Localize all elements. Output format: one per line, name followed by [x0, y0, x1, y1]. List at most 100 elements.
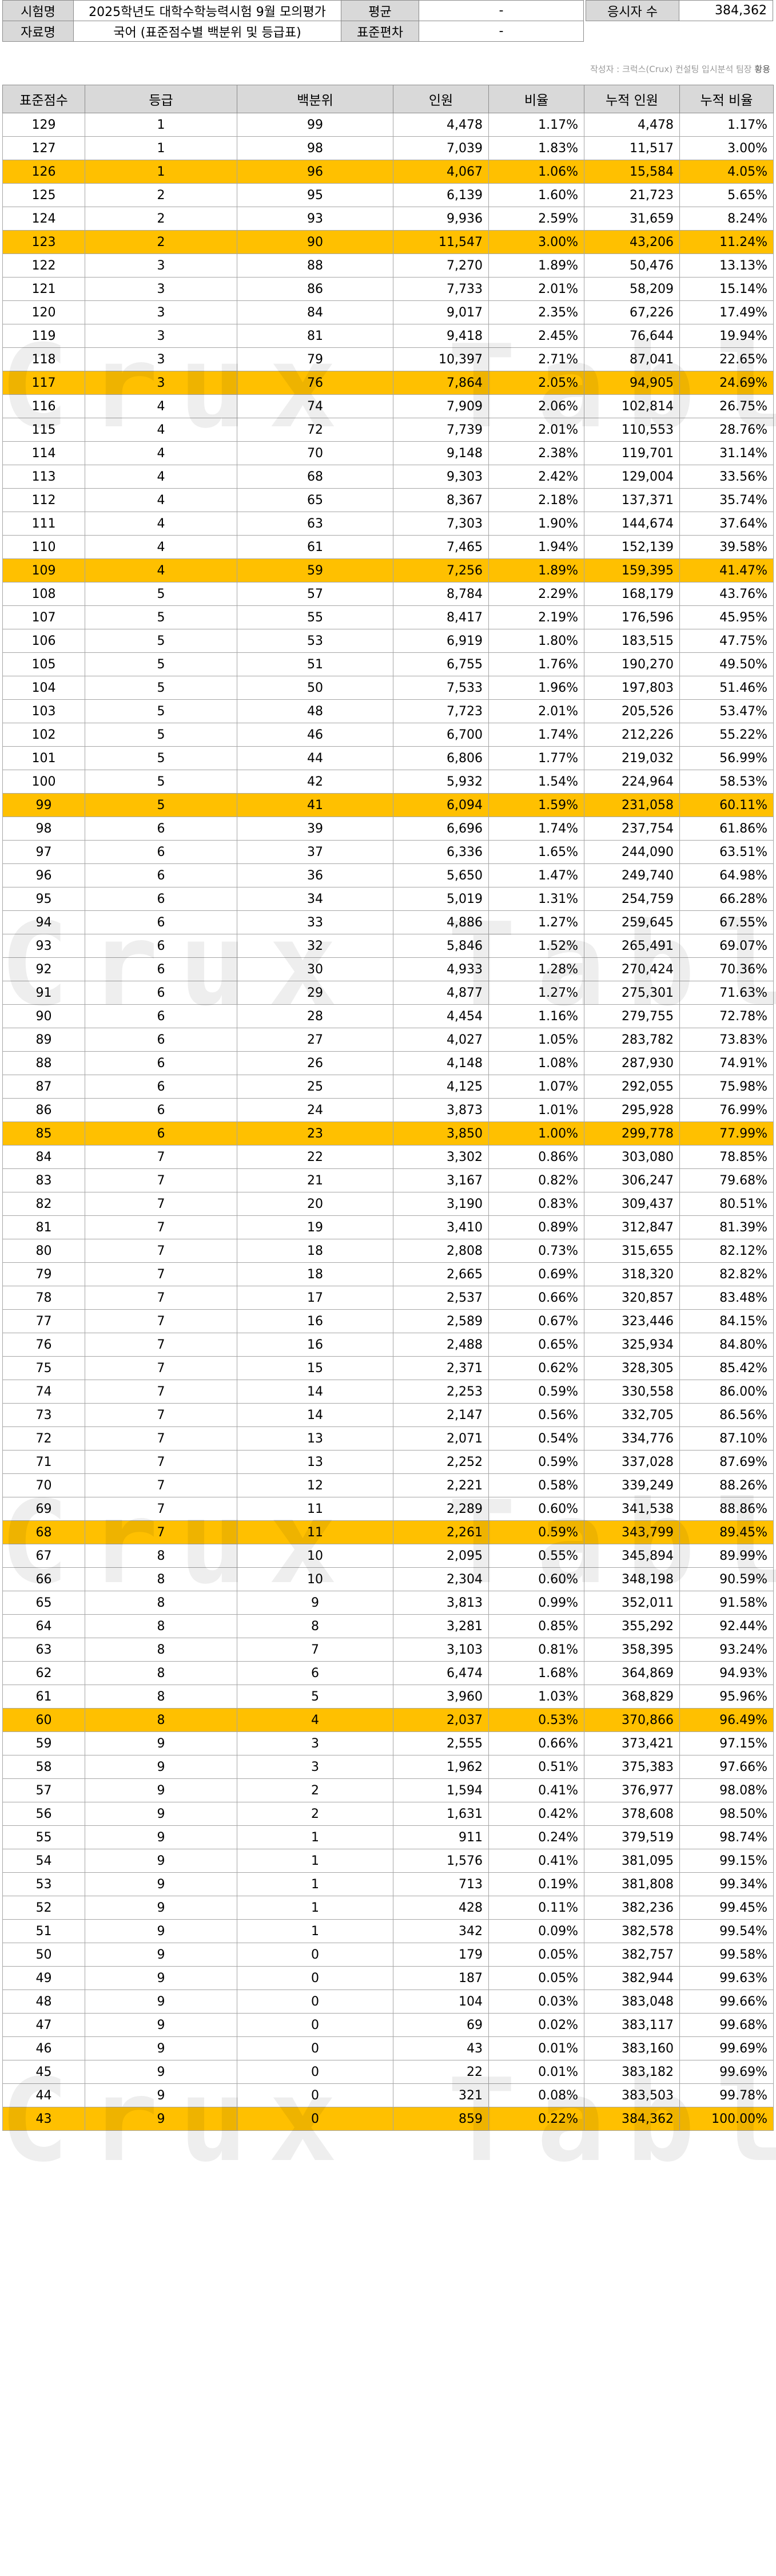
- cumulative-count-cell: 299,778: [584, 1121, 680, 1146]
- count-cell: 3,960: [393, 1685, 489, 1709]
- count-cell: 179: [393, 1943, 489, 1967]
- table-row: 44 9 0 321 0.08% 383,503 99.78%: [2, 2083, 774, 2107]
- ratio-cell: 1.59%: [488, 793, 584, 817]
- count-cell: 5,932: [393, 770, 489, 794]
- standard-score-cell: 125: [2, 183, 85, 207]
- column-header-ratio: 비율: [488, 85, 584, 113]
- standard-score-cell: 127: [2, 136, 85, 160]
- grade-cell: 9: [85, 1990, 237, 2014]
- ratio-cell: 1.54%: [488, 770, 584, 794]
- percentile-cell: 88: [237, 253, 393, 278]
- count-cell: 9,418: [393, 324, 489, 348]
- percentile-cell: 0: [237, 1990, 393, 2014]
- cumulative-count-cell: 383,182: [584, 2060, 680, 2084]
- table-row: 107 5 55 8,417 2.19% 176,596 45.95%: [2, 605, 774, 629]
- percentile-cell: 61: [237, 535, 393, 559]
- grade-cell: 7: [85, 1168, 237, 1192]
- table-row: 90 6 28 4,454 1.16% 279,755 72.78%: [2, 1004, 774, 1028]
- grade-cell: 1: [85, 136, 237, 160]
- cumulative-count-cell: 205,526: [584, 699, 680, 723]
- cumulative-count-cell: 312,847: [584, 1215, 680, 1239]
- standard-score-cell: 59: [2, 1731, 85, 1755]
- table-row: 72 7 13 2,071 0.54% 334,776 87.10%: [2, 1426, 774, 1451]
- grade-cell: 5: [85, 582, 237, 606]
- cumulative-count-cell: 137,371: [584, 488, 680, 512]
- standard-score-cell: 80: [2, 1239, 85, 1263]
- cumulative-count-cell: 383,117: [584, 2013, 680, 2037]
- score-distribution-table: 표준점수 등급 백분위 인원 비율 누적 인원 누적 비율 129 1 99 4,47…: [2, 85, 774, 2131]
- grade-cell: 5: [85, 629, 237, 653]
- cumulative-ratio-cell: 88.86%: [679, 1497, 774, 1521]
- grade-cell: 8: [85, 1661, 237, 1685]
- ratio-cell: 0.66%: [488, 1286, 584, 1310]
- standard-score-cell: 44: [2, 2083, 85, 2107]
- table-row: 101 5 44 6,806 1.77% 219,032 56.99%: [2, 746, 774, 770]
- percentile-cell: 48: [237, 699, 393, 723]
- percentile-cell: 44: [237, 746, 393, 770]
- standard-score-cell: 45: [2, 2060, 85, 2084]
- cumulative-ratio-cell: 78.85%: [679, 1145, 774, 1169]
- percentile-cell: 11: [237, 1497, 393, 1521]
- count-cell: 22: [393, 2060, 489, 2084]
- count-cell: 6,696: [393, 817, 489, 841]
- standard-score-cell: 65: [2, 1591, 85, 1615]
- standard-score-cell: 92: [2, 957, 85, 981]
- cumulative-count-cell: 309,437: [584, 1192, 680, 1216]
- ratio-cell: 1.83%: [488, 136, 584, 160]
- cumulative-ratio-cell: 63.51%: [679, 840, 774, 864]
- grade-cell: 7: [85, 1286, 237, 1310]
- grade-cell: 6: [85, 1098, 237, 1122]
- standard-score-cell: 94: [2, 910, 85, 934]
- grade-cell: 3: [85, 253, 237, 278]
- table-row: 124 2 93 9,936 2.59% 31,659 8.24%: [2, 207, 774, 231]
- table-row: 123 2 90 11,547 3.00% 43,206 11.24%: [2, 230, 774, 254]
- cumulative-count-cell: 320,857: [584, 1286, 680, 1310]
- count-cell: 7,270: [393, 253, 489, 278]
- standard-score-cell: 62: [2, 1661, 85, 1685]
- grade-cell: 1: [85, 160, 237, 184]
- cumulative-ratio-cell: 51.46%: [679, 676, 774, 700]
- cumulative-count-cell: 110,553: [584, 418, 680, 442]
- percentile-cell: 27: [237, 1028, 393, 1052]
- ratio-cell: 2.01%: [488, 277, 584, 301]
- ratio-cell: 1.05%: [488, 1028, 584, 1052]
- ratio-cell: 0.41%: [488, 1849, 584, 1873]
- ratio-cell: 2.19%: [488, 605, 584, 629]
- count-cell: 4,125: [393, 1075, 489, 1099]
- ratio-cell: 1.80%: [488, 629, 584, 653]
- test-taker-count-value: 384,362: [679, 0, 773, 21]
- count-cell: 7,739: [393, 418, 489, 442]
- table-row: 75 7 15 2,371 0.62% 328,305 85.42%: [2, 1356, 774, 1380]
- ratio-cell: 1.60%: [488, 183, 584, 207]
- grade-cell: 5: [85, 770, 237, 794]
- cumulative-count-cell: 94,905: [584, 371, 680, 395]
- cumulative-ratio-cell: 5.65%: [679, 183, 774, 207]
- percentile-cell: 13: [237, 1450, 393, 1474]
- percentile-cell: 50: [237, 676, 393, 700]
- percentile-cell: 18: [237, 1262, 393, 1286]
- table-row: 70 7 12 2,221 0.58% 339,249 88.26%: [2, 1473, 774, 1497]
- grade-cell: 9: [85, 2060, 237, 2084]
- table-row: 108 5 57 8,784 2.29% 168,179 43.76%: [2, 582, 774, 606]
- grade-cell: 9: [85, 1825, 237, 1849]
- standard-score-cell: 116: [2, 394, 85, 418]
- percentile-cell: 1: [237, 1849, 393, 1873]
- grade-cell: 1: [85, 113, 237, 137]
- grade-cell: 3: [85, 347, 237, 371]
- cumulative-count-cell: 318,320: [584, 1262, 680, 1286]
- cumulative-ratio-cell: 55.22%: [679, 723, 774, 747]
- cumulative-ratio-cell: 67.55%: [679, 910, 774, 934]
- standard-score-cell: 89: [2, 1028, 85, 1052]
- standard-score-cell: 110: [2, 535, 85, 559]
- percentile-cell: 72: [237, 418, 393, 442]
- standard-score-cell: 56: [2, 1802, 85, 1826]
- standard-score-cell: 98: [2, 817, 85, 841]
- grade-cell: 9: [85, 2036, 237, 2060]
- table-row: 64 8 8 3,281 0.85% 355,292 92.44%: [2, 1614, 774, 1638]
- standard-score-cell: 109: [2, 558, 85, 582]
- count-cell: 2,488: [393, 1333, 489, 1357]
- ratio-cell: 0.60%: [488, 1567, 584, 1591]
- ratio-cell: 1.31%: [488, 887, 584, 911]
- cumulative-count-cell: 15,584: [584, 160, 680, 184]
- ratio-cell: 1.52%: [488, 934, 584, 958]
